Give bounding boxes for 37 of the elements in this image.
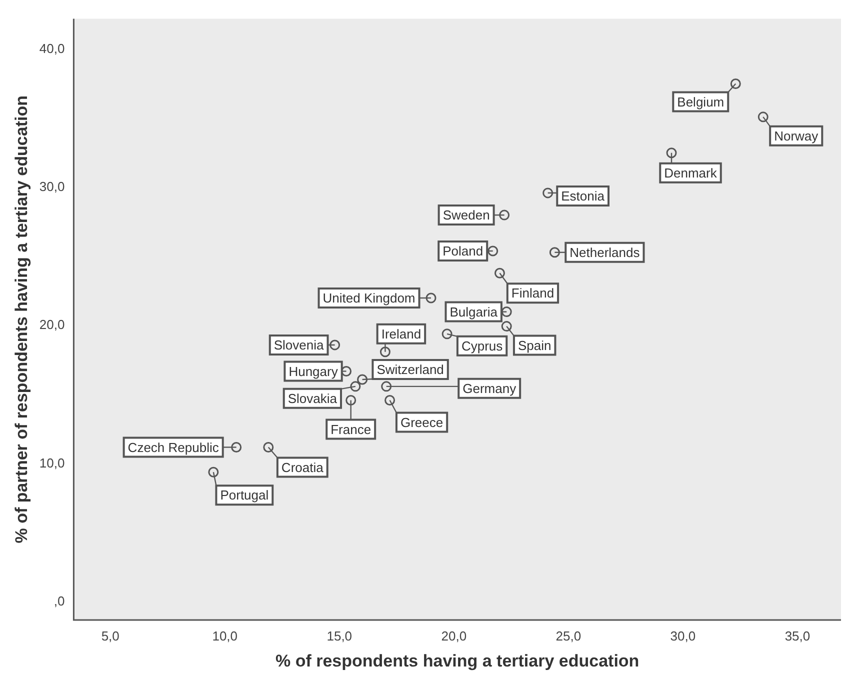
annotation: Slovenia — [274, 338, 325, 353]
annotation: Finland — [511, 286, 554, 301]
annotation: Portugal — [220, 488, 269, 503]
annotation: Czech Republic — [128, 440, 220, 455]
y-tick-label: 20,0 — [39, 317, 65, 332]
annotation: Hungary — [288, 364, 338, 379]
x-tick-label: 10,0 — [212, 628, 238, 644]
x-tick-label: 25,0 — [556, 628, 582, 644]
annotation: Poland — [442, 244, 484, 259]
x-tick-label: 35,0 — [784, 628, 810, 644]
y-tick-label: 10,0 — [39, 455, 65, 470]
annotation: Switzerland — [376, 362, 444, 378]
annotation: Cyprus — [461, 338, 504, 354]
x-tick-label: 5,0 — [101, 628, 120, 644]
y-tick-label: 40,0 — [39, 40, 65, 56]
annotation: Greece — [400, 414, 444, 430]
annotation: Norway — [774, 128, 819, 144]
x-tick-label: 30,0 — [670, 628, 696, 644]
annotation: United Kingdom — [322, 290, 416, 306]
y-tick-label: 30,0 — [39, 178, 65, 194]
annotation: France — [330, 422, 372, 437]
x-tick-label: 15,0 — [326, 628, 352, 644]
annotation: Ireland — [381, 326, 422, 342]
x-tick-label: 20,0 — [441, 628, 467, 644]
annotation: Sweden — [442, 208, 490, 223]
annotation: Croatia — [281, 460, 324, 475]
y-axis-title: % of partner of respondents having a tertiary education — [12, 96, 31, 544]
annotation: Bulgaria — [450, 304, 498, 320]
annotation: Slovakia — [288, 391, 338, 406]
x-axis-title: % of respondents having a tertiary education — [276, 651, 640, 670]
annotation: Spain — [518, 338, 552, 353]
annotation: Germany — [462, 381, 517, 396]
annotation: Estonia — [561, 188, 606, 204]
y-tick-label: ,0 — [54, 594, 65, 609]
annotation: Netherlands — [570, 244, 640, 260]
annotation: Denmark — [664, 165, 718, 180]
annotation: Belgium — [677, 94, 724, 110]
